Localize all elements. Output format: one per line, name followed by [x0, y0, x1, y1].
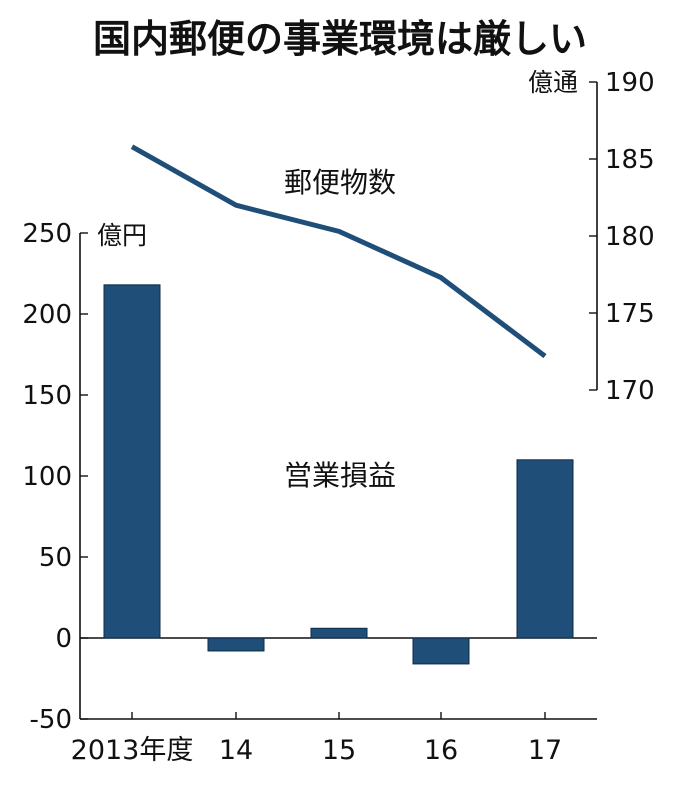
x-axis: 2013年度 14 15 16 17: [71, 637, 597, 766]
bar: [310, 627, 368, 639]
left-tick-label: 50: [39, 543, 72, 573]
left-tick-label: 100: [22, 462, 72, 492]
chart-title: 国内郵便の事業環境は厳しい: [93, 17, 587, 61]
right-unit-label: 億通: [528, 68, 578, 97]
bar-series-label: 営業損益: [284, 459, 396, 492]
right-axis: 190 185 180 175 170: [589, 68, 655, 406]
left-tick-label: -50: [30, 705, 72, 735]
right-tick-label: 185: [605, 145, 655, 175]
x-tick-label: 14: [219, 735, 253, 766]
left-tick-label: 200: [22, 300, 72, 330]
bar: [207, 637, 265, 652]
line-series: [130, 144, 547, 359]
left-tick-label: 150: [22, 381, 72, 411]
bar: [412, 637, 470, 665]
line-series-label: 郵便物数: [284, 166, 396, 199]
x-tick-label: 15: [322, 735, 356, 766]
bar-series: [103, 284, 574, 665]
x-tick-label: 17: [528, 735, 562, 766]
left-unit-label: 億円: [97, 221, 147, 250]
right-tick-label: 170: [605, 376, 655, 406]
left-axis: 250 200 150 100 50 0 -50: [22, 219, 88, 735]
x-tick-label: 16: [424, 735, 458, 766]
left-tick-label: 0: [55, 624, 72, 654]
x-tick-label: 2013年度: [71, 735, 194, 766]
left-tick-label: 250: [22, 219, 72, 249]
bar: [103, 284, 161, 639]
right-tick-label: 175: [605, 299, 655, 329]
right-tick-label: 180: [605, 222, 655, 252]
bar: [516, 459, 574, 639]
right-tick-label: 190: [605, 68, 655, 98]
